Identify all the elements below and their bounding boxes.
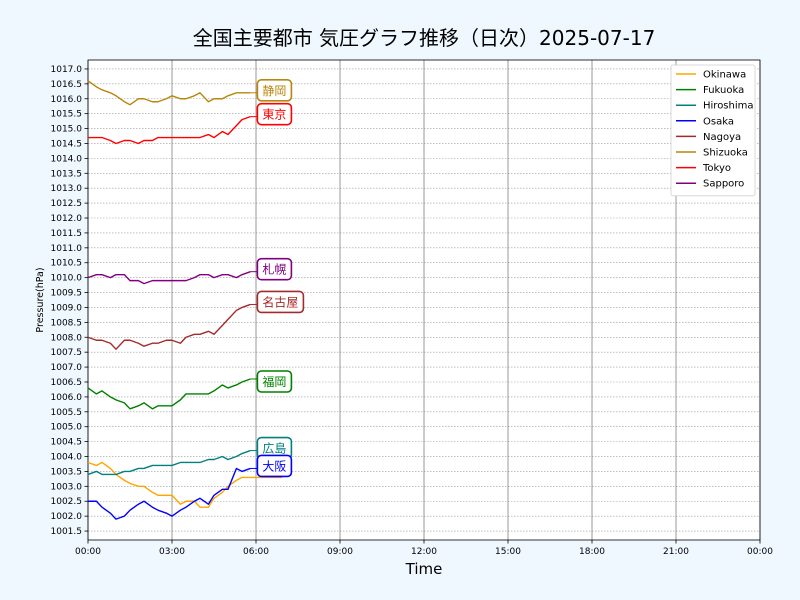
end-label-sapporo: 札幌 (262, 262, 286, 277)
y-tick-label: 1013.5 (51, 169, 83, 179)
y-tick-label: 1011.0 (51, 244, 83, 254)
x-tick-label: 06:00 (243, 547, 269, 557)
y-tick-label: 1001.5 (51, 527, 83, 537)
y-tick-label: 1008.0 (51, 333, 83, 343)
legend-label: Tokyo (702, 163, 731, 174)
y-tick-label: 1003.5 (51, 467, 83, 477)
y-tick-label: 1004.0 (51, 453, 83, 463)
x-tick-label: 18:00 (579, 547, 605, 557)
end-label-box (256, 370, 293, 393)
end-label-osaka: 大阪 (262, 459, 286, 473)
y-tick-label: 1017.0 (51, 65, 83, 75)
y-axis-label: Pressure(hPa) (35, 267, 46, 332)
y-tick-label: 1006.5 (51, 378, 83, 388)
y-tick-label: 1005.0 (51, 423, 83, 433)
x-tick-label: 15:00 (495, 547, 521, 557)
chart-title: 全国主要都市 気圧グラフ推移（日次）2025-07-17 (193, 26, 656, 50)
legend-label: Hiroshima (703, 101, 754, 112)
y-tick-label: 1012.5 (51, 199, 83, 209)
y-tick-label: 1012.0 (51, 214, 83, 224)
plot-frame (87, 59, 761, 541)
end-label-fukuoka: 福岡 (262, 374, 286, 389)
end-label-box (256, 290, 305, 314)
x-tick-label: 00:00 (747, 547, 773, 557)
end-label-box (256, 78, 293, 102)
y-tick-label: 1002.0 (51, 512, 83, 522)
y-tick-label: 1013.0 (51, 184, 83, 194)
y-tick-label: 1015.5 (51, 110, 83, 120)
x-tick-label: 09:00 (327, 547, 353, 557)
series-line-nagoya (87, 303, 251, 350)
x-tick-label: 03:00 (159, 547, 185, 557)
y-tick-label: 1002.5 (51, 497, 83, 507)
y-tick-label: 1010.5 (51, 259, 83, 269)
legend-label: Osaka (703, 116, 734, 127)
x-axis-label: Time (405, 560, 443, 578)
end-label-hiroshima: 広島 (262, 441, 286, 456)
y-tick-label: 1014.5 (51, 139, 83, 149)
legend-label: Nagoya (703, 132, 741, 143)
y-tick-label: 1007.5 (51, 348, 83, 358)
legend-label: Fukuoka (703, 85, 744, 96)
end-label-box (256, 454, 293, 478)
series-line-okinawa (87, 461, 251, 508)
y-tick-label: 1016.0 (51, 95, 83, 105)
y-tick-label: 1016.5 (51, 80, 83, 90)
legend-label: Sapporo (703, 179, 744, 190)
x-tick-label: 12:00 (411, 547, 437, 557)
x-tick-label: 00:00 (75, 547, 101, 557)
end-label-box (256, 102, 293, 126)
legend-label: Shizuoka (703, 148, 748, 159)
y-tick-label: 1005.5 (51, 408, 83, 418)
series-line-tokyo (88, 115, 251, 145)
series-line-sapporo (87, 271, 251, 285)
end-label-tokyo: 東京 (262, 108, 286, 122)
y-tick-label: 1014.0 (51, 154, 83, 164)
series-line-osaka (88, 467, 251, 520)
y-tick-label: 1011.5 (51, 229, 83, 239)
y-tick-label: 1015.0 (51, 125, 83, 135)
y-tick-label: 1003.0 (51, 482, 83, 492)
y-tick-label: 1004.5 (51, 438, 83, 448)
y-tick-label: 1010.0 (51, 274, 83, 284)
y-tick-label: 1009.0 (51, 303, 83, 313)
end-label-box (256, 257, 293, 281)
y-tick-label: 1006.0 (51, 393, 83, 403)
legend-label: Okinawa (703, 70, 746, 81)
series-line-shizuoka (87, 80, 251, 106)
legend-box (670, 64, 756, 197)
end-label-nagoya: 名古屋 (262, 294, 298, 309)
series-line-fukuoka (87, 378, 251, 410)
series-line-hiroshima (87, 449, 251, 476)
x-tick-label: 21:00 (663, 547, 689, 557)
y-tick-label: 1009.5 (51, 289, 83, 299)
y-tick-label: 1008.5 (51, 318, 83, 328)
y-tick-label: 1007.0 (51, 363, 83, 373)
end-label-shizuoka: 静岡 (262, 84, 286, 98)
